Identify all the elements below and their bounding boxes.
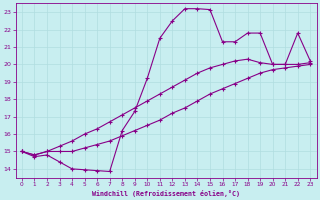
X-axis label: Windchill (Refroidissement éolien,°C): Windchill (Refroidissement éolien,°C) xyxy=(92,190,240,197)
